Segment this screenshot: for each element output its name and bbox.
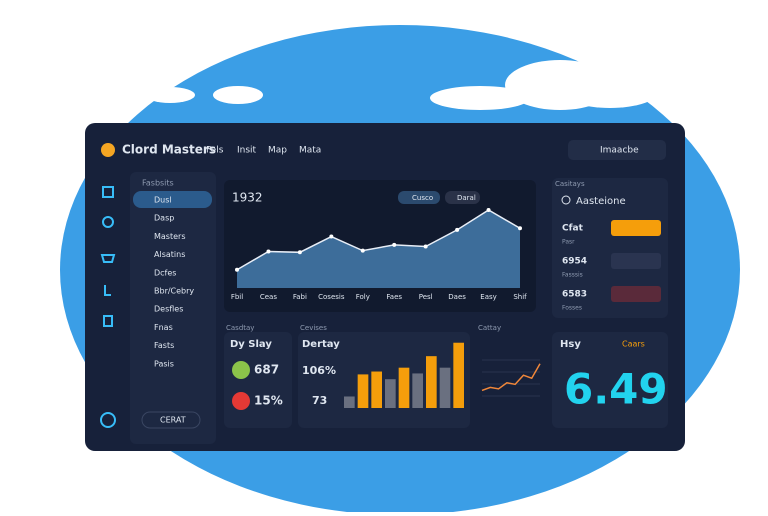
nav-item[interactable]: Insit <box>237 146 257 156</box>
clouds <box>145 60 660 110</box>
row-sub: Pasr <box>562 239 575 246</box>
mini-line <box>481 363 541 392</box>
x-tick-label: Faes <box>386 293 402 301</box>
right-panel <box>552 178 668 318</box>
sidebar-item[interactable]: Desfles <box>154 305 183 314</box>
filter[interactable] <box>398 191 440 204</box>
point <box>235 267 239 272</box>
point <box>329 234 334 239</box>
stat: 687 <box>254 363 279 377</box>
avatar <box>232 392 250 410</box>
sidebar-item[interactable]: Pasis <box>154 359 174 368</box>
header-button[interactable] <box>568 140 666 160</box>
x-tick-label: Cosesis <box>318 293 345 301</box>
sidebar-item[interactable]: Fasts <box>154 341 174 350</box>
sidebar-icons <box>100 186 116 428</box>
row-sub: Fasssis <box>562 272 583 279</box>
x-tick-label: Easy <box>480 293 497 301</box>
bar <box>439 367 451 408</box>
panel-title: Casitays <box>555 180 585 188</box>
big-card <box>552 332 668 428</box>
stat: 15% <box>254 394 283 408</box>
bar <box>453 342 464 408</box>
x-tick-label: Daes <box>448 293 466 301</box>
point <box>423 244 428 249</box>
bar <box>426 356 437 408</box>
sidebar-item[interactable]: Fnas <box>154 323 173 332</box>
point <box>486 207 491 212</box>
x-tick-label: Pesl <box>419 293 433 301</box>
point <box>518 226 522 231</box>
x-tick-label: Fabi <box>293 293 307 301</box>
sidebar-button[interactable] <box>141 411 201 429</box>
filter-label[interactable]: Cusco <box>412 194 433 202</box>
bar <box>385 379 396 408</box>
row-name: Cfat <box>562 224 584 234</box>
nav-item[interactable]: Mata <box>299 146 321 156</box>
x-tick-label: Fbil <box>231 293 243 301</box>
sidebar-item[interactable]: Dusl <box>154 196 172 205</box>
big-value: 6.49 <box>564 365 668 414</box>
row-name: 6954 <box>562 257 587 267</box>
sidebar-item[interactable]: Masters <box>154 232 186 241</box>
sidebar-item[interactable]: Dasp <box>154 214 174 223</box>
sidebar-button-label[interactable]: CERAT <box>160 416 186 425</box>
logo-icon <box>101 143 115 157</box>
bar <box>357 374 369 408</box>
point <box>392 242 397 247</box>
point <box>455 227 460 232</box>
x-tick-label: Foly <box>356 293 370 301</box>
row-pill <box>611 220 661 236</box>
avatar <box>232 361 250 379</box>
point <box>360 248 365 253</box>
card-label: Cattay <box>478 324 501 332</box>
sidebar <box>130 172 216 444</box>
bar <box>371 371 382 408</box>
row-name: 6583 <box>562 290 587 300</box>
sidebar-active <box>133 191 212 208</box>
card-label: Cevises <box>300 324 327 332</box>
stat: 73 <box>312 394 327 407</box>
logo: Clord Masters <box>122 143 216 157</box>
sidebar-item[interactable]: Dcfes <box>154 268 176 277</box>
nav-item[interactable]: Fels <box>206 146 224 156</box>
filter-label[interactable]: Daral <box>457 194 476 202</box>
status: Caars <box>622 340 645 349</box>
sidebar-title: Fasbsits <box>142 179 174 188</box>
filter[interactable] <box>445 191 480 204</box>
point <box>266 249 271 254</box>
row-pill <box>611 253 661 269</box>
x-tick-label: Ceas <box>260 293 277 301</box>
stat: 106% <box>302 364 336 377</box>
search-icon <box>561 195 571 205</box>
search[interactable]: Aasteione <box>576 196 626 207</box>
x-tick-label: Shif <box>513 293 527 301</box>
nav-item[interactable]: Map <box>268 146 287 156</box>
sidebar-item[interactable]: Alsatins <box>154 250 185 259</box>
card-title: Dy Slay <box>230 339 272 350</box>
row-pill <box>611 286 661 302</box>
card-label: Hsy <box>560 339 581 350</box>
row-sub: Fosses <box>562 305 582 312</box>
bar <box>412 373 423 408</box>
sidebar-item[interactable]: Bbr/Cebry <box>154 287 194 296</box>
line <box>236 209 521 271</box>
card-title: Dertay <box>302 339 340 350</box>
header-button-label[interactable]: Imaacbe <box>600 146 639 156</box>
area <box>237 209 520 288</box>
main-chart-title: 1932 <box>232 191 263 205</box>
bar <box>344 396 355 408</box>
bar <box>398 367 410 408</box>
card-label: Casdtay <box>226 324 254 332</box>
point <box>297 250 302 255</box>
